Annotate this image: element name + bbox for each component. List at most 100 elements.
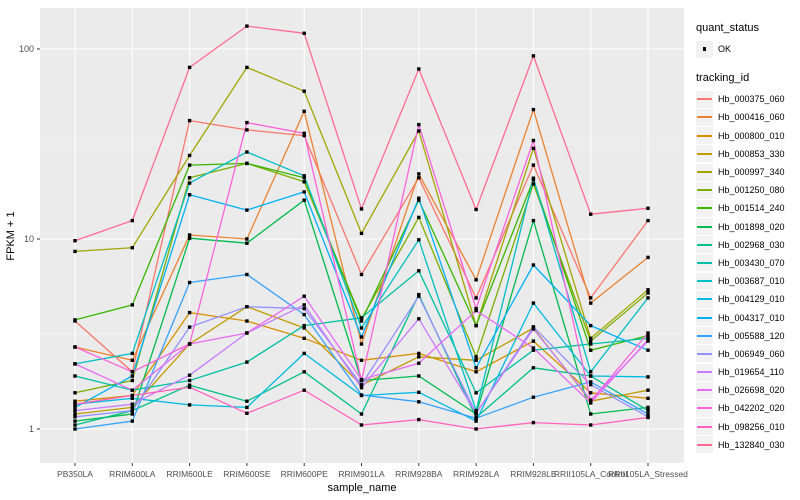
data-point [646,405,650,410]
legend-item-Hb_132840_030: Hb_132840_030 [696,436,800,454]
data-point [417,215,421,220]
legend-key-line [696,327,713,345]
legend-item-label: Hb_004129_010 [718,294,785,305]
data-point [589,348,593,352]
line-swatch-icon [697,189,712,192]
data-point [187,342,192,346]
data-point [417,176,421,180]
data-point [245,241,249,245]
x-axis-title: sample_name [327,482,396,494]
data-point [187,153,192,158]
data-point [73,427,77,431]
data-point [359,335,364,339]
x-tick-label: RRIM600PE [281,469,329,479]
legend-item-Hb_001898_020: Hb_001898_020 [696,218,800,236]
data-point [646,396,650,400]
data-point [531,218,536,223]
data-point [531,54,536,58]
data-point [245,65,249,70]
data-point [531,107,536,112]
data-point [417,400,421,404]
legend-item-Hb_001514_240: Hb_001514_240 [696,199,800,217]
data-point [646,288,650,292]
data-point [417,198,421,202]
legend-tracking-id: tracking_id Hb_000375_060 Hb_000416_060 Hb… [696,72,800,454]
data-point [589,401,593,405]
data-point [130,351,134,356]
data-point [245,360,249,364]
data-point [417,355,421,359]
data-point [474,355,478,359]
y-tick-label: 10 [24,234,34,244]
data-point [531,182,536,186]
line-swatch-icon [697,371,712,374]
data-point [589,342,593,346]
legend-item-Hb_002968_030: Hb_002968_030 [696,236,800,254]
data-point [245,319,249,323]
data-point [417,390,421,394]
data-point [531,339,536,343]
line-swatch-icon [697,261,712,264]
data-point [359,393,364,397]
x-tick-label: RRIM928LE [510,469,557,479]
data-point [359,342,364,346]
line-swatch-icon [697,225,712,228]
point-marker-icon [702,47,707,51]
legend-item-label: Hb_000800_010 [718,130,785,141]
data-point [531,138,536,143]
data-point [417,294,421,298]
data-point [589,296,593,300]
data-point [245,411,249,415]
x-tick-label: RRIM928LA [453,469,500,479]
data-point [589,323,593,328]
legend-item-label: Hb_132840_030 [718,439,785,450]
x-tick-label: RRII105LA_Control [554,469,628,479]
data-point [302,31,306,35]
data-point [646,338,650,342]
data-point [646,296,650,300]
data-point [589,301,593,305]
legend-key-line [696,236,713,254]
data-point [73,415,77,419]
data-point [531,395,536,399]
data-point [474,370,478,374]
data-point [531,327,536,331]
data-point [73,399,77,403]
data-point [531,263,536,267]
data-point [302,190,306,194]
data-point [302,326,306,330]
legend-item-Hb_000416_060: Hb_000416_060 [696,108,800,126]
data-point [474,358,478,362]
data-point [302,131,306,135]
data-point [73,405,77,410]
data-point [589,391,593,395]
data-point [73,345,77,349]
data-point [589,370,593,374]
data-point [417,374,421,378]
data-point [302,174,306,178]
data-point [646,333,650,338]
line-swatch-icon [697,207,712,210]
data-point [474,306,478,311]
data-point [245,150,249,154]
data-point [245,208,249,212]
data-point [302,306,306,311]
data-point [130,396,134,400]
legend-key-point [696,40,713,58]
legend-key-line [696,436,713,454]
data-point [417,269,421,273]
data-point [474,207,478,212]
data-point [187,403,192,407]
data-point [130,246,134,250]
line-swatch-icon [697,389,712,392]
data-point [589,380,593,384]
legend-item-label: Hb_003687_010 [718,276,785,287]
data-point [73,423,77,427]
legend-item-label: Hb_001898_020 [718,221,785,232]
data-point [474,308,478,313]
legend-key-line [696,181,713,199]
data-point [474,323,478,328]
legend-item-label: Hb_000853_330 [718,148,785,159]
data-point [531,325,536,329]
x-tick-label: RRIM600SE [223,469,271,479]
